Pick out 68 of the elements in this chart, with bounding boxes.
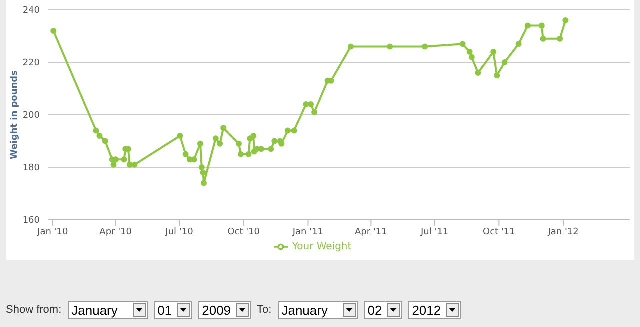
- point: [126, 162, 133, 168]
- x-tick-label: Oct '11: [483, 227, 516, 238]
- x-tick-label: Jul '11: [420, 227, 449, 238]
- point: [246, 151, 252, 158]
- point: [475, 70, 482, 76]
- point: [466, 49, 473, 55]
- dropdown-field: 2012: [408, 301, 462, 319]
- y-tick-label: 180: [22, 164, 40, 174]
- point: [557, 36, 564, 42]
- text: To:: [257, 304, 272, 316]
- dropdown-field: 01: [154, 301, 192, 319]
- point: [460, 41, 466, 48]
- x-tick-label: Jan '10: [36, 227, 68, 238]
- point: [198, 164, 205, 170]
- point: [490, 49, 497, 55]
- point: [121, 156, 128, 163]
- text: Show from:: [6, 304, 62, 316]
- point: [217, 140, 224, 147]
- point: [468, 54, 475, 60]
- y-axis-title: Weight in pounds: [10, 70, 20, 160]
- point: [220, 125, 227, 132]
- point: [177, 133, 184, 139]
- dropdown-field: January: [278, 301, 358, 319]
- legend-label: Your Weight: [292, 242, 352, 253]
- dropdown-field: 02: [364, 301, 402, 319]
- point: [562, 18, 569, 24]
- point: [540, 36, 546, 42]
- point: [238, 151, 244, 158]
- point: [291, 128, 298, 134]
- point: [182, 151, 189, 158]
- point: [524, 22, 531, 29]
- x-tick-label: Oct '10: [228, 227, 260, 238]
- point: [102, 138, 108, 144]
- y-tick-label: 240: [22, 6, 40, 16]
- y-tick-label: 200: [22, 111, 40, 122]
- point: [236, 140, 242, 147]
- point: [284, 128, 291, 134]
- point: [387, 44, 394, 50]
- point: [212, 136, 219, 142]
- point: [502, 60, 508, 66]
- x-tick-label: Jan '12: [547, 227, 579, 238]
- point: [96, 133, 103, 139]
- point: [516, 41, 522, 48]
- point: [272, 138, 278, 144]
- x-tick-label: Apr '11: [355, 227, 388, 238]
- point: [348, 44, 354, 50]
- x-tick-label: Jul '10: [164, 227, 194, 238]
- point: [538, 22, 545, 29]
- x-tick-label: Apr '10: [100, 227, 132, 238]
- point: [422, 44, 428, 50]
- point: [312, 109, 318, 116]
- y-tick-label: 220: [22, 58, 40, 69]
- point: [132, 162, 138, 168]
- point: [197, 140, 204, 147]
- dropdown-field: 2009: [198, 301, 252, 319]
- point: [187, 156, 193, 163]
- point: [247, 136, 254, 142]
- x-tick-label: Jan '11: [292, 227, 324, 238]
- point: [250, 133, 257, 139]
- y-tick-label: 160: [22, 216, 40, 226]
- dropdown-field: January: [68, 301, 148, 319]
- point: [494, 72, 500, 79]
- point: [200, 180, 207, 186]
- point: [308, 102, 314, 108]
- point: [200, 170, 206, 176]
- point: [93, 128, 100, 134]
- point: [50, 28, 57, 34]
- point: [268, 146, 274, 152]
